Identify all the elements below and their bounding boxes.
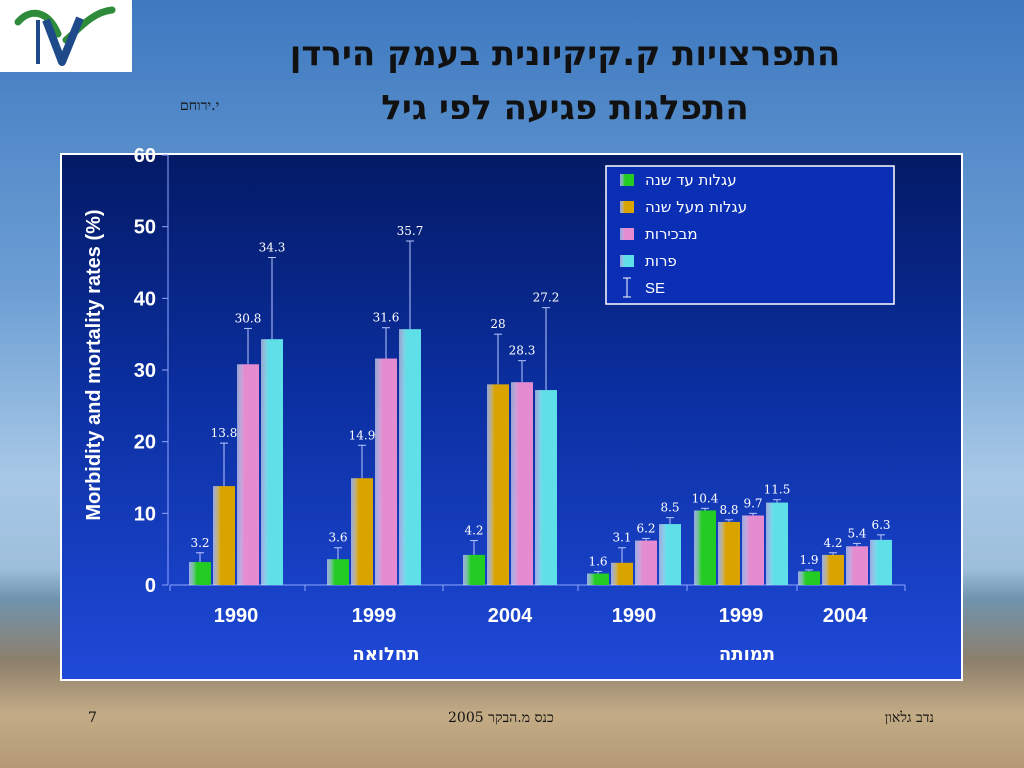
x-tick-label: 1999 [352,605,397,627]
data-label: 9.7 [743,496,762,510]
bar [846,546,868,585]
bar [742,515,764,585]
bar [535,390,557,585]
data-label: 3.2 [190,536,209,550]
bar [487,384,509,585]
data-label: 34.3 [259,240,286,254]
y-tick-label: 20 [134,432,156,454]
data-label: 1.9 [799,553,818,567]
data-label: 13.8 [211,426,238,440]
bar [213,486,235,585]
bar [327,559,349,585]
data-label: 28 [490,317,505,331]
legend-se-label: SE [645,280,665,297]
bar [659,524,681,585]
data-label: 14.9 [349,428,376,442]
data-label: 10.4 [692,491,719,505]
footer-event: כנס מ.הבקר 2005 [448,710,554,726]
data-label: 3.6 [328,531,347,545]
x-tick-label: 1999 [719,605,764,627]
bar [399,329,421,585]
bar [635,540,657,585]
y-tick-label: 50 [134,217,156,239]
legend-swatch [620,228,634,240]
group-label: תחלואה [352,644,419,665]
y-tick-label: 40 [134,288,156,310]
bar [261,339,283,585]
bar [718,521,740,585]
y-axis-label: Morbidity and mortality rates (%) [83,209,105,520]
legend-box [605,165,895,305]
footer-author: נדב גלאון [884,710,934,726]
data-label: 35.7 [397,224,424,238]
legend-swatch [620,255,634,267]
slide-title-line2: התפלגות פגיעה לפי גיל [381,88,749,128]
bar [766,502,788,585]
bar [463,554,485,585]
data-label: 4.2 [823,536,842,550]
footer-page-number: 7 [88,710,97,726]
legend-entry: מבכירות [645,225,698,243]
data-label: 27.2 [533,291,560,305]
v-logo-icon [14,6,116,66]
y-tick-label: 10 [134,503,156,525]
data-label: 28.3 [509,344,536,358]
legend-entry: עגלות מעל שנה [645,198,747,216]
bar [587,573,609,585]
data-label: 31.6 [373,311,400,325]
bar [694,510,716,585]
data-label: 8.5 [660,501,679,515]
legend-swatch [620,174,634,186]
legend-swatch [620,201,634,213]
bar [870,539,892,585]
y-tick-label: 0 [145,575,156,597]
data-label: 30.8 [235,311,262,325]
group-label: תמותה [719,644,775,665]
bar [237,364,259,585]
slide-title-line1: התפרצויות ק.קיקיונית בעמק הירדן [289,34,841,74]
x-tick-label: 1990 [612,605,657,627]
data-label: 4.2 [464,524,483,538]
y-tick-label: 30 [134,360,156,382]
bar [822,554,844,585]
bar [798,571,820,585]
data-label: 5.4 [847,526,866,540]
legend-entry: פרות [645,252,677,270]
bar [189,562,211,585]
y-tick-label: 60 [134,145,156,167]
x-tick-label: 2004 [823,605,868,627]
data-label: 1.6 [588,554,607,568]
logo [0,0,132,72]
data-label: 6.2 [636,521,655,535]
data-label: 8.8 [719,503,738,517]
bar [351,478,373,585]
bar [375,358,397,585]
x-tick-label: 2004 [488,605,533,627]
legend-entry: עגלות עד שנה [645,171,737,189]
bar [611,562,633,585]
data-label: 11.5 [764,483,791,497]
bar [511,382,533,585]
data-label: 3.1 [612,531,631,545]
author-label: י.ירוחם [180,98,220,114]
data-label: 6.3 [871,518,890,532]
x-tick-label: 1990 [214,605,259,627]
